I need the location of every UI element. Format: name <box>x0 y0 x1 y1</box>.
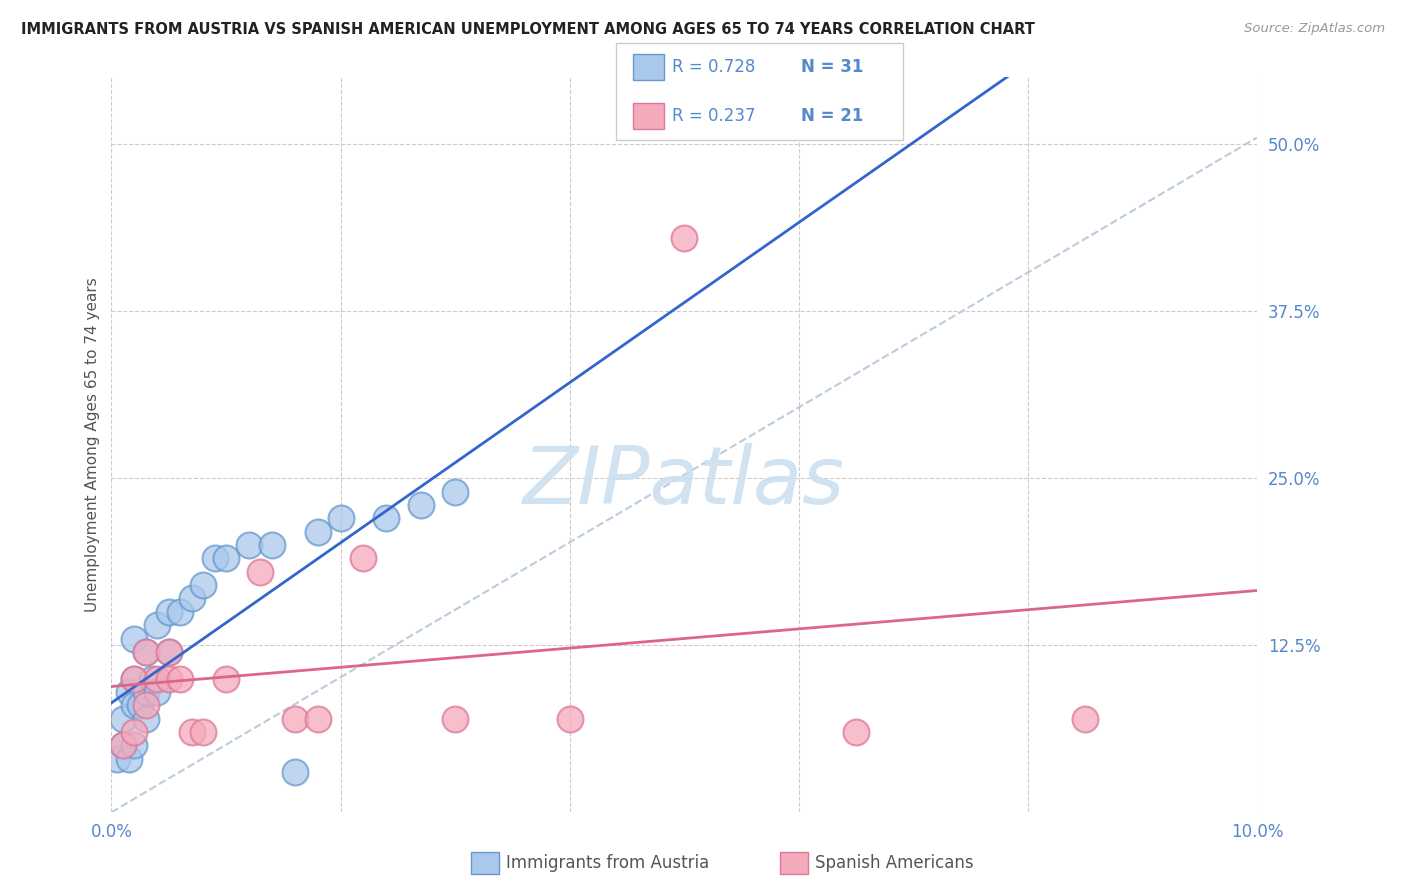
Point <box>375 511 398 525</box>
Point <box>141 672 163 686</box>
Point <box>204 551 226 566</box>
Point <box>180 725 202 739</box>
Point <box>307 712 329 726</box>
Point <box>111 739 134 753</box>
Point <box>215 551 238 566</box>
Point <box>409 498 432 512</box>
Text: Immigrants from Austria: Immigrants from Austria <box>506 854 710 872</box>
Point <box>260 538 283 552</box>
Point <box>307 524 329 539</box>
Point <box>249 565 271 579</box>
Point <box>1074 712 1097 726</box>
Text: Spanish Americans: Spanish Americans <box>815 854 974 872</box>
Point <box>238 538 260 552</box>
Text: IMMIGRANTS FROM AUSTRIA VS SPANISH AMERICAN UNEMPLOYMENT AMONG AGES 65 TO 74 YEA: IMMIGRANTS FROM AUSTRIA VS SPANISH AMERI… <box>21 22 1035 37</box>
Point <box>329 511 352 525</box>
Text: ZIPatlas: ZIPatlas <box>523 442 845 521</box>
Text: Source: ZipAtlas.com: Source: ZipAtlas.com <box>1244 22 1385 36</box>
Point <box>117 752 139 766</box>
Point <box>157 645 180 659</box>
Point <box>169 605 191 619</box>
Point <box>124 698 146 713</box>
Y-axis label: Unemployment Among Ages 65 to 74 years: Unemployment Among Ages 65 to 74 years <box>86 277 100 612</box>
Point <box>124 739 146 753</box>
Point <box>558 712 581 726</box>
Point <box>135 645 157 659</box>
Point <box>124 725 146 739</box>
Point <box>157 645 180 659</box>
Point <box>444 484 467 499</box>
Point <box>191 725 214 739</box>
Point <box>105 752 128 766</box>
Point <box>111 739 134 753</box>
Point <box>135 685 157 699</box>
Text: R = 0.728: R = 0.728 <box>672 58 755 76</box>
Point <box>169 672 191 686</box>
Point <box>157 672 180 686</box>
Point <box>135 645 157 659</box>
Point <box>352 551 374 566</box>
Point <box>124 632 146 646</box>
Point <box>215 672 238 686</box>
Point <box>157 605 180 619</box>
Point <box>673 231 696 245</box>
Point <box>124 672 146 686</box>
Point <box>124 672 146 686</box>
Point <box>111 712 134 726</box>
Point <box>180 591 202 606</box>
Point <box>191 578 214 592</box>
Text: N = 31: N = 31 <box>801 58 863 76</box>
Text: N = 21: N = 21 <box>801 107 863 125</box>
Point <box>845 725 868 739</box>
Text: R = 0.237: R = 0.237 <box>672 107 755 125</box>
Point <box>135 698 157 713</box>
Point <box>146 685 169 699</box>
Point <box>146 672 169 686</box>
Point <box>117 685 139 699</box>
Point <box>284 712 307 726</box>
Point <box>135 712 157 726</box>
Point <box>284 765 307 780</box>
Point <box>129 698 152 713</box>
Point <box>146 618 169 632</box>
Point <box>444 712 467 726</box>
